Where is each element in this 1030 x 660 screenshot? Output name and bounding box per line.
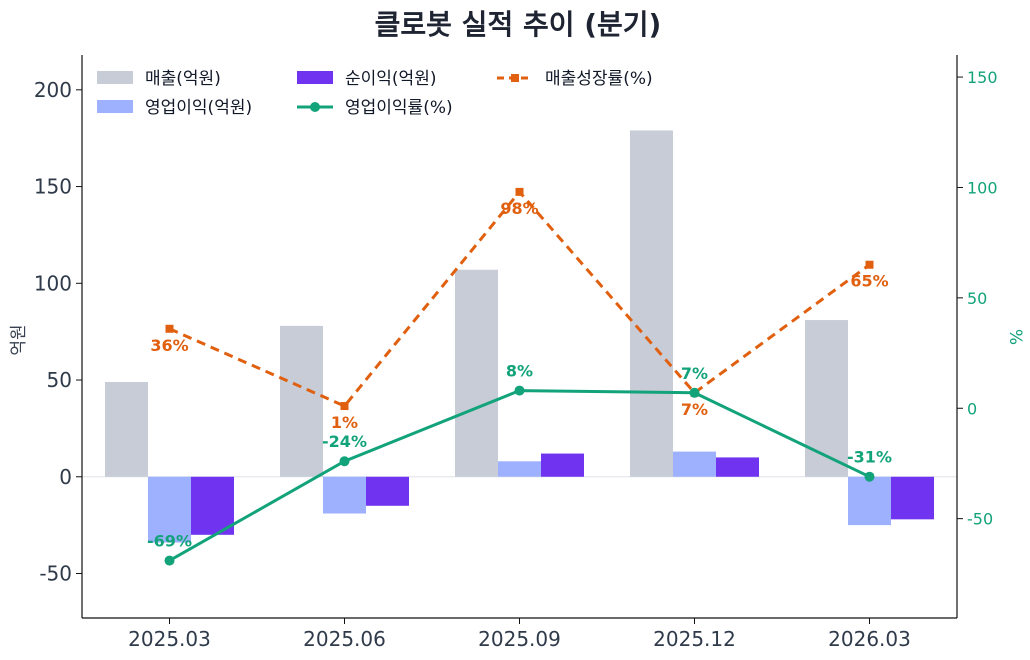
bar-op-profit-0 — [148, 476, 191, 543]
y-tick-right: -50 — [967, 510, 993, 529]
data-label-op-margin: -24% — [322, 432, 367, 451]
bar-sales-1 — [280, 325, 323, 477]
legend-op-profit-label: 영업이익(억원) — [145, 98, 252, 118]
y-tick-right: 0 — [967, 399, 977, 418]
bar-op-profit-3 — [673, 451, 716, 477]
plot-area: 200 150 100 50 0 -50 150 100 50 0 -50 2025.03 2025.0… — [34, 55, 998, 651]
legend-sales-growth-marker — [511, 74, 519, 82]
y-tick-left: 100 — [34, 271, 72, 295]
point-sales-growth-1 — [340, 402, 349, 411]
legend-op-margin-label: 영업이익률(%) — [345, 98, 453, 118]
point-op-margin-3 — [689, 387, 700, 398]
point-op-margin-4 — [864, 471, 875, 482]
bar-net-profit-3 — [716, 457, 759, 477]
bar-sales-3 — [630, 130, 673, 477]
x-tick-label: 2025.12 — [653, 627, 736, 651]
legend-net-profit-swatch — [297, 71, 333, 84]
y-axis-label-left: 억원 — [9, 324, 29, 355]
bar-net-profit-4 — [891, 476, 934, 520]
point-op-margin-0 — [164, 555, 175, 566]
point-sales-growth-0 — [165, 324, 174, 333]
bar-sales-0 — [105, 381, 148, 477]
bar-op-profit-2 — [498, 461, 541, 477]
y-tick-left: 200 — [34, 78, 72, 102]
legend-op-profit-swatch — [97, 100, 133, 113]
y-tick-right: 100 — [967, 178, 998, 197]
point-sales-growth-2 — [515, 187, 524, 196]
data-label-sales-growth: 7% — [681, 400, 708, 419]
data-label-sales-growth: 36% — [150, 336, 188, 355]
y-tick-left: 0 — [59, 465, 72, 489]
bar-net-profit-1 — [366, 476, 409, 506]
x-tick-label: 2025.03 — [128, 627, 211, 651]
chart-title: 클로봇 실적 추이 (분기) — [375, 8, 662, 41]
data-label-sales-growth: 65% — [850, 272, 888, 291]
y-tick-right: 150 — [967, 68, 998, 87]
data-label-op-margin: 8% — [506, 362, 533, 381]
bar-op-profit-1 — [323, 476, 366, 514]
data-label-op-margin: 7% — [681, 364, 708, 383]
bar-net-profit-0 — [191, 476, 234, 535]
x-tick-label: 2026.03 — [828, 627, 911, 651]
bar-op-profit-4 — [848, 476, 891, 526]
y-axis-label-right: % — [1005, 329, 1025, 345]
y-tick-left: 150 — [34, 175, 72, 199]
point-op-margin-2 — [514, 385, 525, 396]
x-tick-label: 2025.06 — [303, 627, 386, 651]
bar-sales-2 — [455, 269, 498, 477]
point-sales-growth-4 — [865, 260, 874, 269]
bar-net-profit-2 — [541, 453, 584, 477]
point-op-margin-1 — [339, 456, 350, 467]
x-tick-label: 2025.09 — [478, 627, 561, 651]
legend-sales-growth-label: 매출성장률(%) — [545, 69, 653, 89]
y-tick-left: 50 — [47, 368, 72, 392]
data-label-sales-growth: 1% — [331, 413, 358, 432]
legend: 매출(억원) 영업이익(억원) 순이익(억원) 영업이익률(%) 매출성장률(%) — [97, 69, 653, 118]
data-label-sales-growth: 98% — [500, 199, 538, 218]
legend-net-profit-label: 순이익(억원) — [345, 69, 436, 89]
data-label-op-margin: -69% — [147, 532, 192, 551]
y-tick-right: 50 — [967, 289, 987, 308]
legend-op-margin-marker — [310, 102, 320, 112]
y-tick-left: -50 — [39, 562, 72, 586]
legend-sales-label: 매출(억원) — [145, 69, 221, 89]
data-label-op-margin: -31% — [847, 448, 892, 467]
bar-sales-4 — [805, 320, 848, 477]
legend-sales-swatch — [97, 71, 133, 84]
